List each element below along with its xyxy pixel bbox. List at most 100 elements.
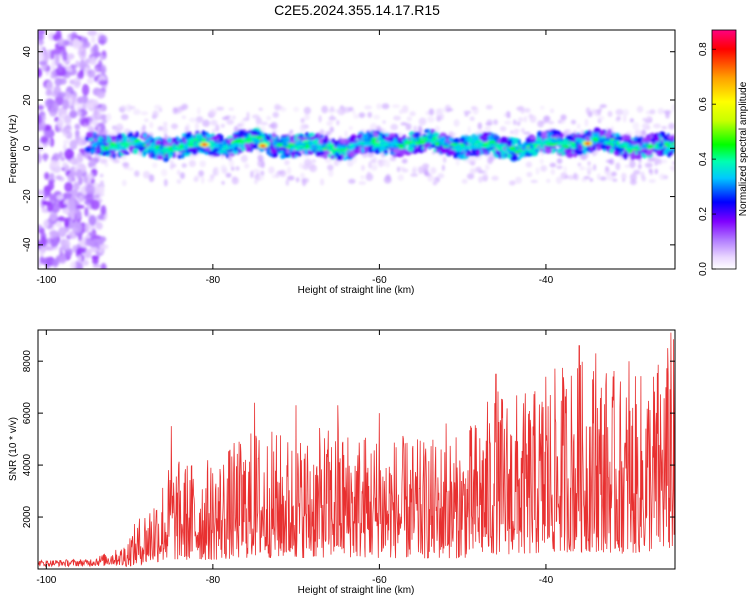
spectrogram-cell (100, 262, 107, 269)
spectrogram-cell (62, 99, 70, 110)
spectrogram-cell (87, 124, 93, 131)
spectrogram-y-tick-label: 40 (22, 46, 33, 58)
spectrogram-cell (458, 143, 466, 147)
spectrogram-cell (324, 159, 332, 163)
spectrogram-cell (131, 142, 137, 146)
spectrogram-cell (228, 159, 235, 168)
spectrogram-cell (661, 125, 668, 130)
spectrogram-cell (114, 142, 123, 145)
spectrogram-cell (77, 262, 83, 269)
spectrogram-cell (343, 148, 347, 153)
spectrogram-cell (500, 155, 506, 160)
spectrogram-cell (645, 116, 651, 121)
spectrogram-cell (414, 141, 422, 145)
spectrogram-cell (523, 131, 531, 135)
spectrogram-cell (344, 130, 348, 138)
spectrogram-cell (603, 140, 609, 146)
spectrogram-cell (379, 161, 383, 168)
spectrogram-cell (163, 142, 171, 147)
spectrogram-cell (254, 139, 261, 144)
spectrogram-cell (196, 106, 201, 115)
spectrogram-cell (586, 166, 594, 172)
spectrogram-cell (99, 184, 104, 194)
spectrogram-cell (418, 138, 423, 141)
spectrogram-cell (597, 140, 605, 144)
spectrogram-cell (85, 184, 95, 195)
spectrogram-cell (297, 152, 302, 157)
spectrogram-cell (152, 110, 159, 118)
spectrogram-cell (671, 103, 675, 112)
spectrogram-cell (325, 131, 332, 136)
snr-y-label: SNR (10 * v/v) (8, 417, 19, 481)
spectrogram-cell (513, 119, 517, 126)
spectrogram-cell (584, 118, 589, 127)
spectrogram-cell (450, 147, 457, 150)
spectrogram-cell (594, 150, 599, 155)
spectrogram-cell (62, 162, 68, 171)
spectrogram-cell (52, 236, 59, 248)
spectrogram-cell (71, 176, 76, 182)
spectrogram-cell (194, 133, 203, 140)
spectrogram-cell (636, 136, 642, 144)
spectrogram-cell (642, 146, 648, 149)
spectrogram-cell (557, 119, 562, 124)
spectrogram-cell (304, 149, 308, 155)
spectrogram-cell (211, 143, 215, 147)
spectrogram-cell (504, 120, 512, 125)
spectrogram-cell (164, 133, 168, 139)
spectrogram-cell (105, 113, 112, 121)
spectrogram-cell (470, 161, 476, 166)
spectrogram-cell (576, 123, 581, 130)
spectrogram-cell (333, 140, 339, 147)
spectrogram-cell (157, 148, 161, 153)
spectrogram-cell (202, 119, 210, 127)
spectrogram-y-label: Frequency (Hz) (8, 115, 19, 184)
spectrogram-cell (97, 125, 101, 133)
colorbar-tick-label: 0.4 (698, 152, 709, 166)
spectrogram-cell (556, 142, 565, 146)
spectrogram-cell (63, 116, 70, 121)
spectrogram-cell (250, 170, 254, 179)
spectrogram-cell (51, 101, 59, 113)
spectrogram-cell (38, 47, 44, 53)
spectrogram-cell (154, 104, 162, 110)
spectrogram-cell (186, 145, 190, 149)
spectrogram-cell (272, 111, 279, 118)
spectrogram-cell (418, 166, 424, 174)
spectrogram-cell (647, 146, 653, 150)
spectrogram-cell (207, 178, 214, 183)
spectrogram-cell (469, 144, 477, 149)
spectrogram-cell (518, 145, 523, 149)
spectrogram-cell (87, 179, 92, 185)
spectrogram-cell (99, 158, 108, 164)
spectrogram-cell (72, 245, 78, 253)
spectrogram-cell (640, 171, 645, 179)
spectrogram-cell (642, 129, 646, 135)
spectrogram-cell (357, 140, 365, 143)
spectrogram-cell (239, 144, 245, 149)
spectrogram-cell (142, 133, 148, 138)
spectrogram-cell (77, 255, 82, 263)
spectrogram-cell (88, 214, 97, 226)
spectrogram-cell (83, 123, 88, 127)
spectrogram-cell (466, 173, 475, 180)
spectrogram-cell (506, 111, 511, 117)
spectrogram-cell (286, 138, 291, 142)
spectrogram-cell (609, 138, 615, 141)
spectrogram-cell (491, 175, 499, 181)
spectrogram-cell (85, 146, 91, 153)
spectrogram-cell (535, 167, 540, 175)
spectrogram-cell (602, 129, 607, 133)
spectrogram-cell (361, 164, 365, 171)
spectrogram-cell (485, 164, 490, 171)
spectrogram-cell (569, 141, 576, 145)
spectrogram-cell (95, 112, 102, 120)
spectrogram-cell (104, 146, 109, 151)
spectrogram-cell (583, 176, 591, 180)
spectrogram-cell (517, 117, 524, 123)
spectrogram-cell (142, 144, 147, 147)
spectrogram-cell (187, 139, 195, 143)
spectrogram-cell (487, 156, 494, 165)
spectrogram-cell (523, 115, 528, 123)
spectrogram-cell (97, 214, 105, 221)
